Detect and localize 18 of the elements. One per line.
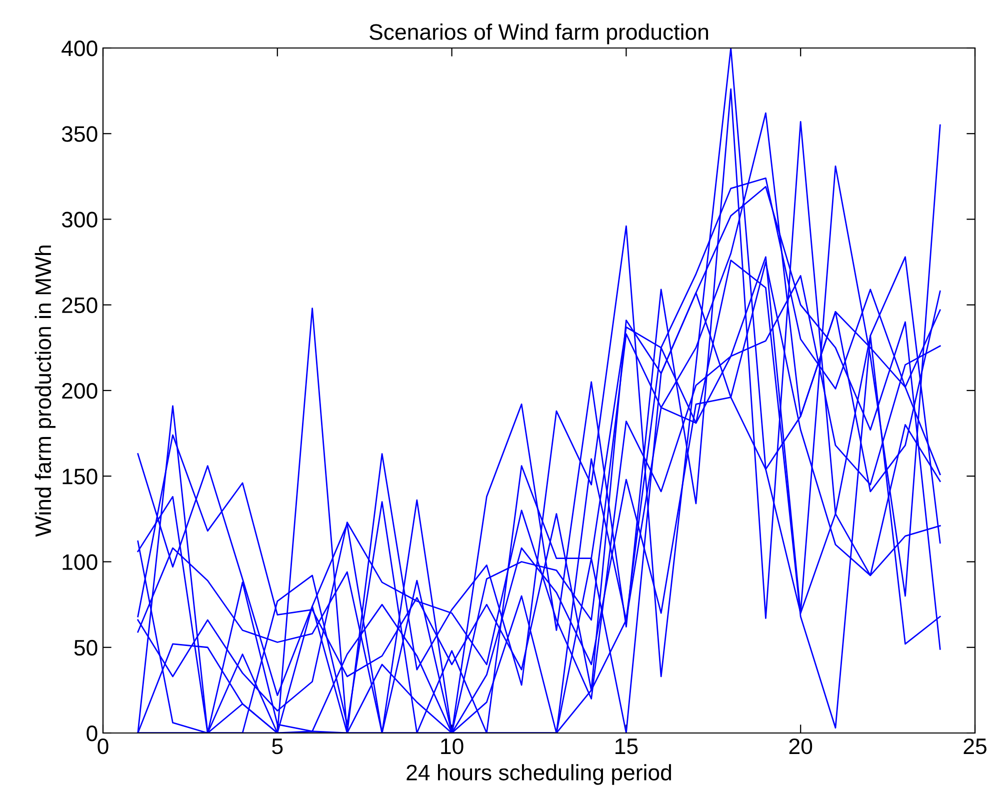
y-tick-label: 250: [62, 297, 98, 314]
y-tick-label: 0: [86, 726, 98, 742]
y-axis-title: Wind farm production in MWh: [34, 246, 56, 537]
y-tick-label: 100: [62, 554, 98, 570]
x-axis-title: 24 hours scheduling period: [406, 764, 672, 785]
x-tick-label: 10: [441, 738, 464, 754]
y-tick-label: 50: [74, 640, 98, 656]
y-tick-label: 200: [62, 383, 98, 399]
x-tick-label: 15: [616, 738, 638, 754]
chart-title: Scenarios of Wind farm production: [370, 24, 708, 44]
x-tick-label: 20: [789, 738, 812, 754]
x-tick-label: 0: [98, 738, 108, 754]
y-tick-label: 150: [62, 468, 98, 484]
x-tick-label: 5: [272, 738, 283, 754]
y-tick-label: 350: [62, 126, 98, 142]
x-tick-label: 25: [964, 738, 986, 754]
y-tick-label: 400: [62, 40, 98, 56]
y-tick-label: 300: [62, 212, 98, 228]
